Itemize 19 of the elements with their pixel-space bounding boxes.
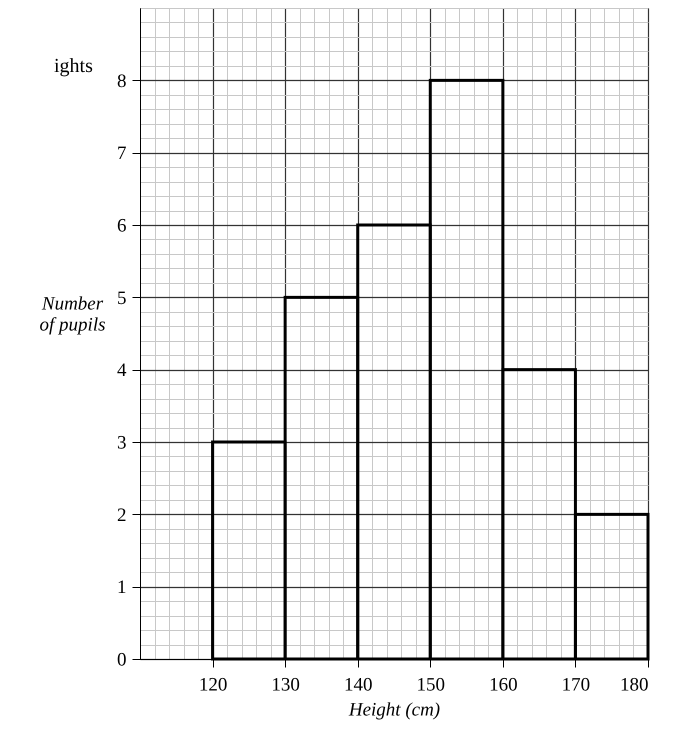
x-tick-label: 140	[344, 674, 372, 696]
x-tick-label: 130	[271, 674, 300, 696]
y-tick-label: 4	[117, 360, 127, 382]
text: ights	[54, 55, 94, 77]
y-tick-label: 8	[117, 70, 126, 92]
x-tick-label: 150	[416, 674, 446, 696]
y-tick-label: 2	[117, 504, 126, 526]
x-tick-label: 160	[489, 674, 518, 696]
y-tick-label: 6	[117, 216, 126, 236]
y-axis-title: Number of pupils	[40, 294, 106, 336]
x-tick-label: 180	[620, 674, 648, 696]
x-tick-label: 120	[198, 674, 228, 696]
y-tick-label: 3	[117, 432, 126, 454]
y-tick-label: 5	[117, 288, 126, 309]
y-tick-label: 7	[117, 143, 126, 164]
y-tick-label: 1	[117, 577, 126, 598]
x-tick-label: 170	[562, 674, 590, 696]
x-axis-title: Height (cm)	[348, 700, 440, 720]
y-tick-label: 0	[117, 650, 126, 670]
